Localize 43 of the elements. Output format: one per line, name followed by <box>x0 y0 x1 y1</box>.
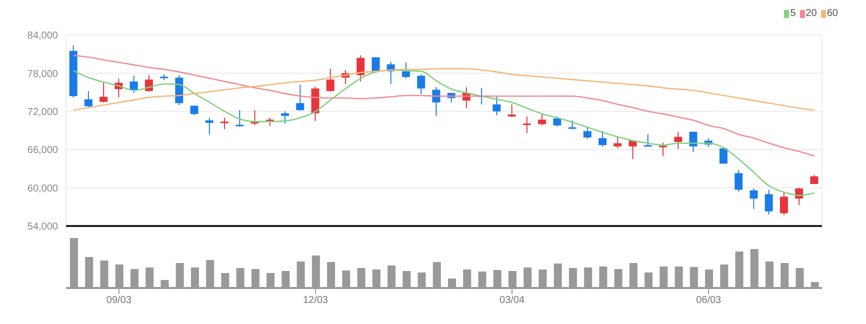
candlestick <box>659 142 668 156</box>
line-series <box>72 54 816 157</box>
candlestick <box>402 62 410 79</box>
candlestick <box>190 105 198 116</box>
candlestick <box>417 74 426 95</box>
candlestick <box>100 82 108 103</box>
candlestick <box>281 110 290 124</box>
y-tick-label: 54,000 <box>27 222 58 233</box>
y-tick-label: 60,000 <box>27 183 58 194</box>
candlestick <box>356 54 365 82</box>
y-tick-label: 84,000 <box>27 30 58 42</box>
y-tick-label: 72,000 <box>27 106 58 118</box>
candlestick <box>583 126 592 140</box>
candlestick <box>644 134 652 147</box>
candlestick <box>538 112 546 126</box>
candlestick <box>508 104 516 118</box>
candlestick <box>296 84 304 112</box>
y-tick-label: 66,000 <box>27 145 58 156</box>
candlestick <box>734 169 743 192</box>
candlestick <box>236 110 244 128</box>
candlestick <box>628 140 637 160</box>
candlestick <box>553 116 562 128</box>
candlestick <box>780 192 788 216</box>
candlestick <box>84 90 92 108</box>
legend-label: 60 <box>826 8 838 19</box>
x-tick-label: 12/03 <box>302 295 328 306</box>
candlestick <box>719 146 728 164</box>
candlestick <box>205 117 214 135</box>
candlestick <box>492 96 501 116</box>
candlestick <box>522 116 531 134</box>
legend-label: 5 <box>790 8 796 19</box>
candlestick <box>750 188 758 210</box>
x-tick-label: 06/03 <box>696 295 722 306</box>
x-tick-label: 03/04 <box>500 295 525 306</box>
legend-label: 20 <box>806 8 817 19</box>
candlestick <box>220 117 229 130</box>
candlestick <box>764 189 773 216</box>
x-tick-label: 09/03 <box>106 295 132 306</box>
y-tick-label: 78,000 <box>27 68 58 80</box>
candlestick <box>614 136 622 149</box>
candlestick <box>326 68 334 92</box>
candlestick <box>598 130 607 147</box>
candlestick <box>674 131 682 150</box>
